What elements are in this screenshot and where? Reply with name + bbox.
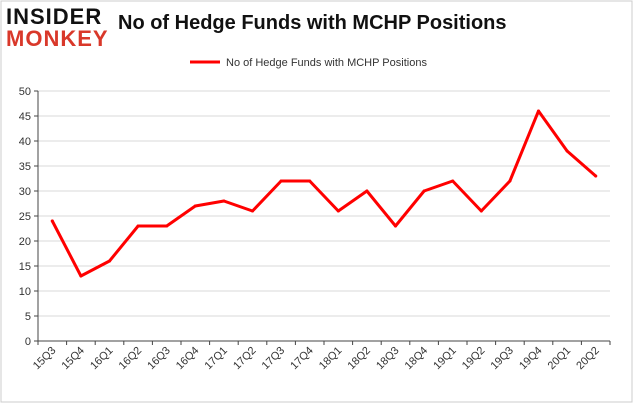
data-point xyxy=(422,189,426,193)
series-line xyxy=(50,109,598,278)
x-tick-label: 16Q1 xyxy=(88,345,116,373)
y-tick-label: 35 xyxy=(19,161,31,173)
legend-label: No of Hedge Funds with MCHP Positions xyxy=(226,57,427,69)
data-point xyxy=(165,224,169,228)
x-tick-label: 19Q3 xyxy=(488,345,516,373)
x-tick-label: 17Q1 xyxy=(202,345,230,373)
x-tick-label: 18Q2 xyxy=(345,345,373,373)
y-tick-label: 20 xyxy=(19,236,31,248)
x-tick-label: 16Q2 xyxy=(117,345,145,373)
y-tick-label: 40 xyxy=(19,136,31,148)
y-tick-label: 25 xyxy=(19,211,31,223)
data-point xyxy=(251,209,254,213)
data-point xyxy=(108,259,111,263)
data-point xyxy=(279,179,283,183)
y-tick-label: 15 xyxy=(19,261,31,273)
data-point xyxy=(479,209,483,213)
y-tick-label: 45 xyxy=(19,111,31,123)
chart-title: No of Hedge Funds with MCHP Positions xyxy=(118,12,507,34)
x-tick-label: 17Q4 xyxy=(288,345,316,373)
data-point xyxy=(50,219,54,223)
data-point xyxy=(193,204,197,208)
x-tick-label: 17Q2 xyxy=(231,345,259,373)
x-tick-label: 18Q3 xyxy=(374,345,402,373)
data-point xyxy=(394,224,397,228)
x-tick-label: 16Q4 xyxy=(174,345,202,373)
y-tick-label: 0 xyxy=(25,336,31,348)
x-tick-label: 18Q4 xyxy=(403,345,431,373)
x-tick-label: 19Q4 xyxy=(517,345,545,373)
x-tick-label: 18Q1 xyxy=(317,345,345,373)
data-point xyxy=(594,174,598,178)
data-point xyxy=(451,179,455,183)
data-point xyxy=(365,189,369,193)
data-point xyxy=(136,224,140,228)
data-point xyxy=(308,179,312,183)
data-point xyxy=(508,179,512,183)
x-tick-label: 17Q3 xyxy=(260,345,288,373)
y-tick-label: 30 xyxy=(19,186,31,198)
data-point xyxy=(565,149,569,153)
x-tick-label: 15Q4 xyxy=(59,345,87,373)
x-tick-label: 19Q2 xyxy=(460,345,488,373)
x-tick-label: 20Q1 xyxy=(546,345,574,373)
data-point xyxy=(537,109,540,113)
x-tick-label: 16Q3 xyxy=(145,345,173,373)
data-point xyxy=(336,209,340,213)
y-tick-label: 5 xyxy=(25,311,31,323)
logo-insider-text: INSIDER xyxy=(6,4,103,29)
x-tick-label: 15Q3 xyxy=(31,345,59,373)
x-tick-label: 20Q2 xyxy=(574,345,602,373)
y-tick-label: 50 xyxy=(19,86,31,98)
data-point xyxy=(79,274,83,278)
y-tick-label: 10 xyxy=(19,286,31,298)
x-tick-label: 19Q1 xyxy=(431,345,459,373)
logo-monkey-text: MONKEY xyxy=(6,26,109,51)
data-point xyxy=(222,199,226,203)
